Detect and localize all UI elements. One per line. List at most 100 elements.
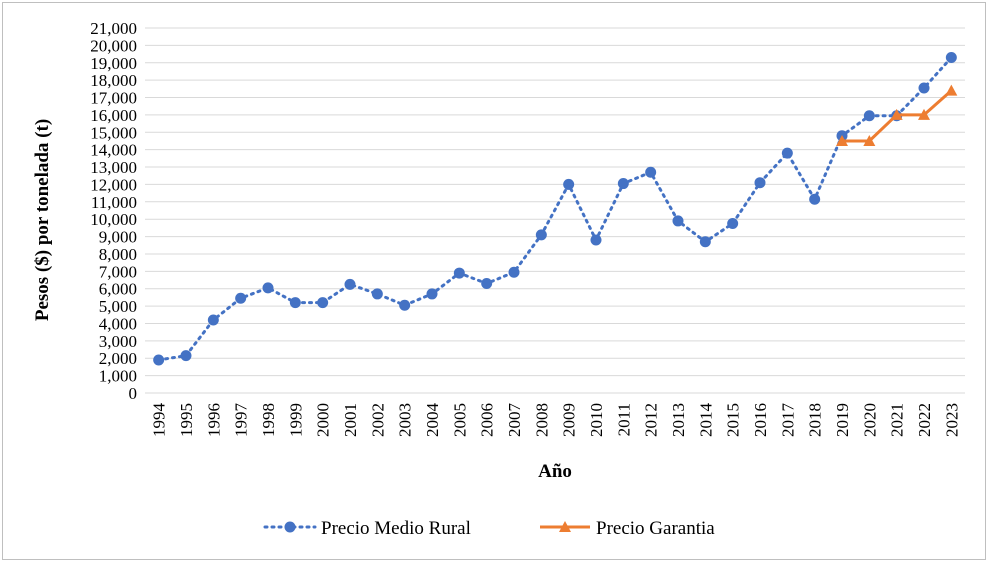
data-point — [344, 278, 356, 290]
series-precio-medio-rural — [153, 52, 957, 366]
y-tick-label: 10,000 — [90, 210, 137, 229]
y-tick-label: 6,000 — [99, 280, 137, 299]
x-tick-label: 2013 — [669, 403, 688, 437]
x-tick-label: 2021 — [888, 403, 907, 437]
x-tick-label: 2020 — [860, 403, 879, 437]
x-tick-label: 2019 — [833, 403, 852, 437]
y-axis-title: Pesos ($) por tonelada (t) — [32, 119, 53, 321]
y-tick-label: 9,000 — [99, 228, 137, 247]
x-tick-label: 2017 — [778, 403, 797, 438]
x-tick-label: 2023 — [942, 403, 961, 437]
y-tick-label: 15,000 — [90, 123, 137, 142]
y-tick-label: 18,000 — [90, 71, 137, 90]
x-tick-label: 1996 — [204, 403, 223, 437]
legend-marker-triangle-icon — [559, 521, 571, 532]
data-point — [672, 215, 684, 227]
legend-label-precio-garantia: Precio Garantia — [596, 518, 715, 539]
data-point — [590, 234, 602, 246]
x-tick-label: 1998 — [259, 403, 278, 437]
data-point — [207, 314, 219, 326]
data-point — [617, 178, 629, 190]
series-precio-garantia — [836, 84, 958, 146]
x-tick-label: 1997 — [232, 403, 251, 438]
data-point — [317, 297, 329, 309]
x-tick-label: 2022 — [915, 403, 934, 437]
y-axis-ticks: 01,0002,0003,0004,0005,0006,0007,0008,00… — [90, 19, 137, 403]
data-point — [262, 282, 274, 294]
data-point — [645, 166, 657, 178]
x-tick-label: 1999 — [286, 403, 305, 437]
data-point — [836, 134, 848, 146]
y-tick-label: 12,000 — [90, 175, 137, 194]
data-point — [754, 177, 766, 189]
x-axis-title: Año — [538, 461, 572, 482]
gridlines — [145, 27, 965, 394]
x-tick-label: 2010 — [587, 403, 606, 437]
data-point — [235, 292, 247, 304]
data-point — [863, 110, 875, 122]
x-tick-label: 2008 — [532, 403, 551, 437]
y-tick-label: 13,000 — [90, 158, 137, 177]
x-tick-label: 2004 — [423, 403, 442, 438]
data-point — [153, 354, 165, 366]
y-tick-label: 8,000 — [99, 245, 137, 264]
y-tick-label: 21,000 — [90, 19, 137, 38]
x-tick-label: 2009 — [560, 403, 579, 437]
y-tick-label: 19,000 — [90, 54, 137, 73]
data-point — [453, 267, 465, 279]
y-tick-label: 5,000 — [99, 297, 137, 316]
data-point — [727, 218, 739, 230]
y-tick-label: 16,000 — [90, 106, 137, 125]
data-point — [918, 82, 930, 94]
data-point — [371, 288, 383, 300]
y-tick-label: 4,000 — [99, 314, 137, 333]
y-tick-label: 11,000 — [91, 193, 137, 212]
data-point — [508, 266, 520, 278]
data-point — [945, 52, 957, 64]
data-point — [426, 288, 438, 300]
x-tick-label: 2011 — [614, 403, 633, 436]
y-tick-label: 17,000 — [90, 89, 137, 108]
y-tick-label: 7,000 — [99, 262, 137, 281]
data-point — [180, 350, 192, 362]
x-tick-label: 1994 — [150, 403, 169, 438]
x-tick-label: 2002 — [368, 403, 387, 437]
series-layer — [153, 52, 958, 366]
y-tick-label: 20,000 — [90, 36, 137, 55]
x-tick-label: 2000 — [314, 403, 333, 437]
data-point — [535, 229, 547, 241]
x-tick-label: 2014 — [696, 403, 715, 438]
x-tick-label: 2005 — [450, 403, 469, 437]
x-tick-label: 2003 — [396, 403, 415, 437]
data-point — [863, 134, 876, 146]
x-tick-label: 2001 — [341, 403, 360, 437]
series-line — [157, 56, 953, 362]
legend-item-precio-garantia: Precio Garantia — [540, 518, 715, 539]
data-point — [289, 297, 301, 309]
data-point — [481, 278, 493, 289]
y-tick-label: 3,000 — [99, 332, 137, 351]
x-tick-label: 1995 — [177, 403, 196, 437]
legend-marker-circle-icon — [284, 521, 296, 533]
x-tick-label: 2015 — [724, 403, 743, 437]
legend-label-precio-medio-rural: Precio Medio Rural — [321, 518, 471, 539]
legend: Precio Medio Rural Precio Garantia — [263, 518, 715, 539]
data-point — [699, 236, 711, 248]
x-axis-ticks: 1994 1995 1996 1997 1998 1999 2000 2001 2002 2003… — [150, 403, 962, 438]
x-tick-label: 2012 — [642, 403, 661, 437]
x-tick-label: 2007 — [505, 403, 524, 438]
data-point — [399, 299, 411, 311]
data-point — [809, 193, 821, 205]
legend-item-precio-medio-rural: Precio Medio Rural — [263, 518, 471, 539]
x-tick-label: 2006 — [478, 403, 497, 437]
data-point — [890, 108, 903, 120]
data-point — [945, 84, 958, 96]
y-tick-label: 14,000 — [90, 141, 137, 160]
data-point — [781, 147, 793, 159]
y-tick-label: 0 — [129, 384, 138, 403]
x-tick-label: 2016 — [751, 403, 770, 437]
x-tick-label: 2018 — [806, 403, 825, 437]
data-point — [918, 108, 930, 120]
y-tick-label: 2,000 — [99, 349, 137, 368]
